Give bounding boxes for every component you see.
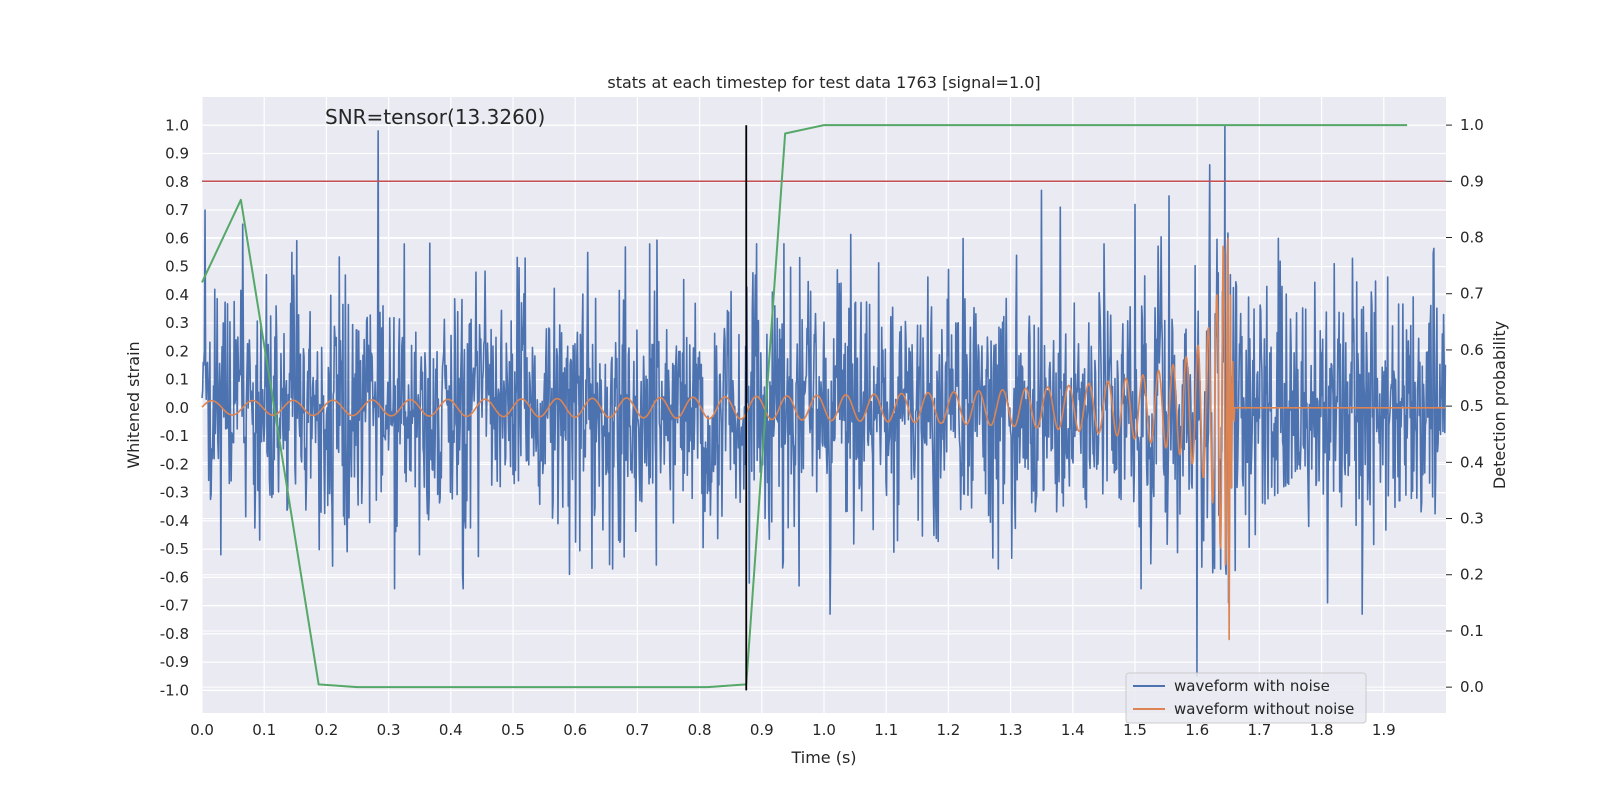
y-tick-label-left: -0.9: [160, 653, 189, 671]
y-tick-label-left: -0.5: [160, 540, 189, 558]
y-tick-label-right: 0.9: [1460, 172, 1484, 190]
y-tick-label-right: 0.7: [1460, 285, 1484, 303]
legend: waveform with noise waveform without noi…: [1125, 672, 1367, 724]
x-tick-label: 1.9: [1372, 721, 1396, 739]
legend-entry-clean: waveform without noise: [1174, 700, 1354, 718]
y-axis-label-left: Whitened strain: [124, 341, 143, 468]
x-tick-label: 1.2: [936, 721, 960, 739]
snr-annotation: SNR=tensor(13.3260): [325, 105, 545, 129]
x-tick-label: 1.4: [1061, 721, 1085, 739]
x-tick-label: 0.8: [688, 721, 712, 739]
y-tick-label-right: 0.3: [1460, 510, 1484, 528]
series-layer: [201, 124, 1447, 691]
y-tick-label-right: 0.5: [1460, 397, 1484, 415]
y-tick-label-left: 0.8: [165, 173, 189, 191]
y-tick-label-left: 1.0: [165, 116, 189, 134]
series-waveform-with-noise: [201, 124, 1447, 678]
series-detection-probability: [201, 124, 1408, 689]
y-tick-label-left: -0.3: [160, 484, 189, 502]
y-tick-label-left: -0.6: [160, 568, 189, 586]
y-tick-label-left: 0.6: [165, 229, 189, 247]
x-tick-label: 1.7: [1247, 721, 1271, 739]
y-tick-label-left: 0.9: [165, 145, 189, 163]
y-tick-label-left: -0.2: [160, 455, 189, 473]
x-tick-label: 1.5: [1123, 721, 1147, 739]
y-tick-label-left: -0.8: [160, 625, 189, 643]
x-tick-label: 0.0: [190, 721, 214, 739]
y-tick-label-left: -0.7: [160, 597, 189, 615]
x-tick-label: 0.9: [750, 721, 774, 739]
y-tick-label-left: 0.0: [165, 399, 189, 417]
legend-entry-noise: waveform with noise: [1174, 677, 1330, 695]
y-tick-label-left: 0.5: [165, 258, 189, 276]
x-tick-label: 1.0: [812, 721, 836, 739]
y-tick-label-left: -0.1: [160, 427, 189, 445]
y-tick-label-left: 0.4: [165, 286, 189, 304]
x-tick-label: 0.1: [252, 721, 276, 739]
y-tick-label-left: 0.3: [165, 314, 189, 332]
x-tick-label: 1.6: [1185, 721, 1209, 739]
y-tick-label-left: 0.1: [165, 371, 189, 389]
y-tick-label-right: 0.2: [1460, 566, 1484, 584]
y-tick-label-left: 0.2: [165, 342, 189, 360]
tick-labels: 0.0 0.1 0.2 0.3 0.4 0.5 0.6 0.7 0.8 0.9 1.0 1.1 1.2 1…: [160, 116, 1484, 739]
legend-box: [1125, 672, 1367, 724]
y-tick-label-right: 0.4: [1460, 453, 1484, 471]
y-tick-label-left: 0.7: [165, 201, 189, 219]
x-tick-label: 0.5: [501, 721, 525, 739]
y-tick-label-right: 0.8: [1460, 229, 1484, 247]
y-tick-label-right: 1.0: [1460, 116, 1484, 134]
x-tick-label: 0.4: [439, 721, 463, 739]
x-tick-label: 0.6: [563, 721, 587, 739]
x-tick-label: 0.3: [377, 721, 401, 739]
chart-title: stats at each timestep for test data 176…: [607, 73, 1040, 92]
y-axis-label-right: Detection probability: [1490, 321, 1509, 489]
x-axis-label: Time (s): [790, 748, 856, 767]
x-tick-label: 1.3: [999, 721, 1023, 739]
y-tick-label-left: -0.4: [160, 512, 189, 530]
x-tick-label: 0.2: [314, 721, 338, 739]
x-tick-label: 1.1: [874, 721, 898, 739]
x-tick-label: 1.8: [1310, 721, 1334, 739]
x-tick-label: 0.7: [625, 721, 649, 739]
y-tick-label-left: -1.0: [160, 681, 189, 699]
y-tick-label-right: 0.0: [1460, 678, 1484, 696]
y-tick-label-right: 0.1: [1460, 622, 1484, 640]
series-waveform-without-noise: [201, 237, 1446, 641]
y-tick-label-right: 0.6: [1460, 341, 1484, 359]
